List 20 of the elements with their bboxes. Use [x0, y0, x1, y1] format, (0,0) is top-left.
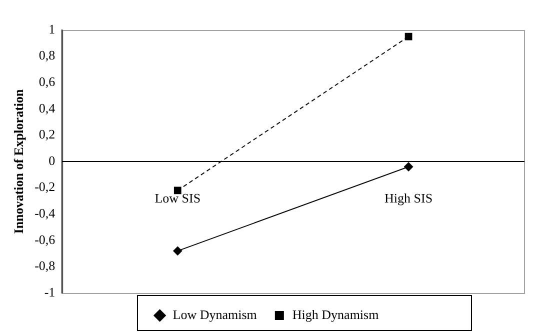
y-tick-label: -0,8 — [34, 258, 56, 274]
y-tick-label: 0 — [48, 152, 56, 168]
y-tick-label: -0,4 — [34, 206, 56, 221]
point — [404, 32, 412, 40]
y-tick-label: -0,2 — [34, 179, 56, 194]
y-tick-label: 0,6 — [38, 74, 56, 90]
y-tick-label: 1 — [48, 21, 56, 36]
x-tick-label: Low SIS — [154, 190, 201, 206]
x-tick-label: High SIS — [384, 190, 433, 206]
y-tick-label: -1 — [44, 284, 56, 300]
point — [174, 186, 182, 194]
legend-label: High Dynamism — [292, 306, 379, 322]
y-tick-label: -0,6 — [34, 232, 56, 247]
y-axis-title: Innovation of Exploration — [11, 88, 26, 234]
point — [173, 246, 182, 256]
legend-label: Low Dynamism — [172, 306, 257, 322]
y-tick-label: 0,8 — [38, 48, 56, 63]
y-tick-label: 0,2 — [38, 126, 56, 142]
point — [404, 162, 414, 172]
y-tick-label: 0,4 — [38, 100, 56, 116]
